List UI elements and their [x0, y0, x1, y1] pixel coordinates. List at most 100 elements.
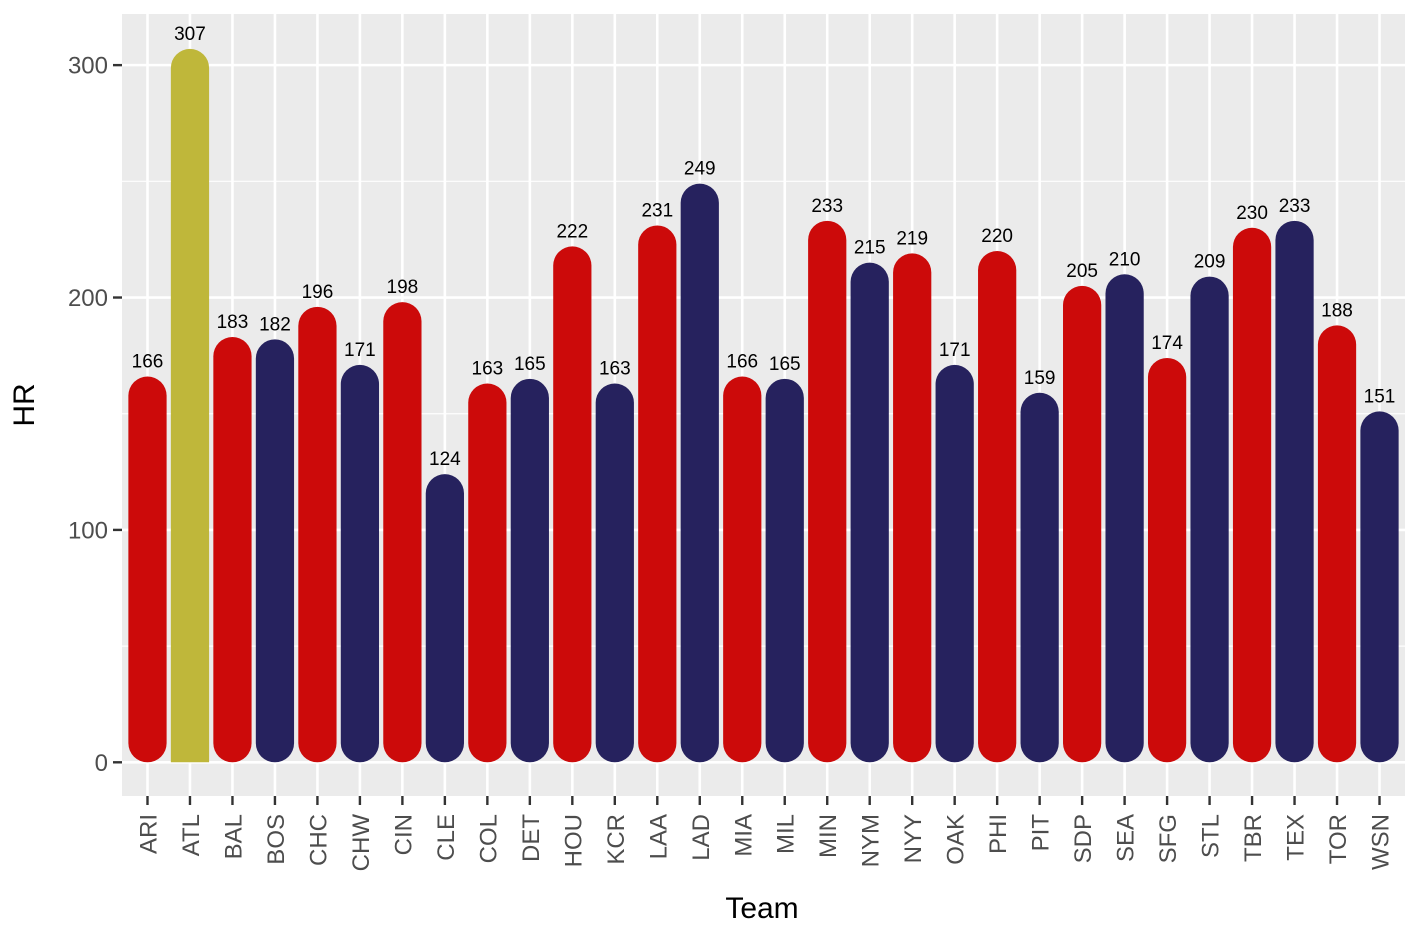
data-label-col: 163 [472, 359, 504, 380]
data-label-sfg: 174 [1151, 333, 1183, 354]
x-tick-label-kcr: KCR [603, 814, 630, 865]
data-label-tor: 188 [1321, 300, 1353, 321]
data-label-nyy: 219 [896, 228, 928, 249]
data-label-pit: 159 [1024, 368, 1056, 389]
data-label-mil: 165 [769, 354, 801, 375]
x-tick-label-nyy: NYY [900, 814, 927, 863]
bar-bos [255, 339, 295, 763]
data-label-chw: 171 [344, 340, 376, 361]
data-label-phi: 220 [981, 226, 1013, 247]
y-tick-label: 300 [68, 53, 108, 80]
bar-sdp [1063, 285, 1102, 763]
x-tick-label-ari: ARI [135, 814, 162, 854]
bars [128, 48, 1399, 763]
data-label-hou: 222 [556, 221, 588, 242]
x-tick-label-bal: BAL [220, 814, 247, 859]
x-tick-label-atl: ATL [178, 814, 205, 856]
data-label-bos: 182 [259, 314, 291, 335]
x-tick-label-tor: TOR [1325, 814, 1352, 864]
y-axis-title: HR [8, 383, 41, 426]
y-axis: 0 100 200 300 [68, 53, 122, 777]
bar-tor [1317, 325, 1357, 763]
bar-oak [935, 364, 974, 763]
data-label-wsn: 151 [1364, 386, 1396, 407]
x-tick-label-sfg: SFG [1155, 814, 1182, 863]
bar-hou [553, 246, 592, 763]
x-tick-label-mia: MIA [730, 814, 757, 857]
bar-tex [1275, 220, 1314, 763]
data-label-bal: 183 [217, 312, 249, 333]
bar-min [808, 220, 847, 763]
data-label-laa: 231 [641, 200, 673, 221]
data-label-cin: 198 [387, 277, 419, 298]
bar-laa [638, 225, 677, 763]
data-label-oak: 171 [939, 340, 971, 361]
x-tick-label-oak: OAK [943, 814, 970, 865]
data-label-lad: 249 [684, 159, 716, 180]
bar-pit [1020, 392, 1059, 763]
bar-tbr [1232, 227, 1272, 763]
data-label-min: 233 [811, 196, 843, 217]
bar-bal [213, 337, 252, 763]
x-tick-label-hou: HOU [560, 814, 587, 867]
bar-chc [298, 306, 337, 763]
x-tick-label-chc: CHC [305, 814, 332, 866]
x-tick-label-min: MIN [815, 814, 842, 858]
bar-cin [383, 302, 422, 763]
data-label-det: 165 [514, 354, 546, 375]
bar-ari [128, 376, 167, 763]
bar-phi [978, 251, 1017, 763]
bar-nyy [893, 253, 932, 763]
bar-cle [425, 474, 464, 763]
x-tick-label-wsn: WSN [1368, 814, 1395, 870]
bar-nym [850, 262, 889, 763]
data-label-sdp: 205 [1066, 261, 1098, 282]
data-label-atl: 307 [174, 24, 206, 45]
data-label-kcr: 163 [599, 359, 631, 380]
x-axis-title: Team [725, 892, 798, 925]
data-label-tex: 233 [1279, 196, 1311, 217]
bar-kcr [595, 383, 634, 763]
x-tick-label-chw: CHW [348, 814, 375, 872]
x-tick-label-bos: BOS [263, 814, 290, 865]
bar-chw [340, 364, 380, 763]
data-label-ari: 166 [132, 352, 164, 373]
y-tick-label: 200 [68, 285, 108, 312]
x-tick-label-phi: PHI [985, 814, 1012, 854]
bar-sea [1105, 274, 1144, 763]
data-label-cle: 124 [429, 449, 461, 470]
bar-mia [723, 376, 762, 763]
x-tick-label-sea: SEA [1113, 814, 1140, 862]
bar-det [510, 378, 549, 763]
x-tick-label-stl: STL [1198, 814, 1225, 858]
bar-sfg [1147, 357, 1187, 763]
x-axis: ARI ATL BAL BOS CHC CHW CIN CLE COL DET HOU KCR LAA L… [135, 796, 1395, 872]
data-label-mia: 166 [726, 352, 758, 373]
bar-stl [1190, 276, 1229, 763]
bar-col [468, 383, 507, 763]
x-tick-label-lad: LAD [688, 814, 715, 861]
x-tick-label-tbr: TBR [1240, 814, 1267, 862]
x-tick-label-cin: CIN [390, 814, 417, 855]
data-label-nym: 215 [854, 238, 886, 259]
x-tick-label-laa: LAA [645, 814, 672, 859]
x-tick-label-sdp: SDP [1070, 814, 1097, 863]
y-tick-label: 0 [95, 750, 108, 777]
data-label-stl: 209 [1194, 252, 1226, 273]
y-tick-label: 100 [68, 517, 108, 544]
data-label-sea: 210 [1109, 249, 1141, 270]
bar-lad [680, 183, 719, 763]
x-tick-label-mil: MIL [773, 814, 800, 854]
data-labels: 166 307 183 182 196 171 198 124 163 165 222 163 231 2… [132, 24, 1396, 470]
x-tick-label-tex: TEX [1283, 814, 1310, 861]
x-tick-label-pit: PIT [1028, 814, 1055, 852]
data-label-chc: 196 [302, 282, 334, 303]
x-tick-label-cle: CLE [433, 814, 460, 861]
x-tick-label-det: DET [518, 814, 545, 862]
x-tick-label-nym: NYM [858, 814, 885, 867]
x-tick-label-col: COL [475, 814, 502, 863]
data-label-tbr: 230 [1236, 203, 1268, 224]
bar-atl [170, 48, 210, 763]
bar-mil [765, 378, 804, 763]
